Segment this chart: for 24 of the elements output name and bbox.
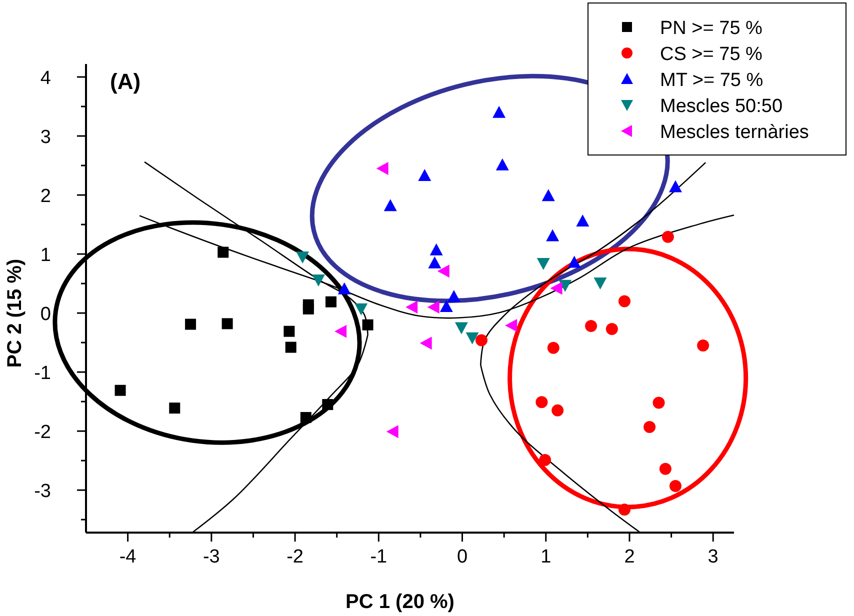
y-axis-title: PC 2 (15 %) xyxy=(4,258,26,368)
x-tick-label: -3 xyxy=(202,546,220,568)
y-tick-label: 0 xyxy=(40,304,51,326)
x-tick-label: -2 xyxy=(286,546,304,568)
y-tick-label: 2 xyxy=(40,186,51,208)
x-tick-label: -4 xyxy=(119,546,137,568)
y-tick-label: 4 xyxy=(40,68,52,89)
y-tick-label: 3 xyxy=(40,127,51,148)
y-tick-label: 1 xyxy=(40,245,51,266)
x-tick-label: 2 xyxy=(624,546,635,568)
y-tick-label: -2 xyxy=(34,422,51,444)
legend-label: Mescles ternàries xyxy=(660,122,809,143)
x-tick-label: 0 xyxy=(456,546,468,568)
x-axis-title: PC 1 (20 %) xyxy=(346,591,454,613)
x-tick-label: -1 xyxy=(370,546,388,568)
x-tick-label: 1 xyxy=(540,546,552,568)
legend-label: Mescles 50:50 xyxy=(660,96,783,117)
x-tick-label: 3 xyxy=(708,546,718,568)
chart-title: (A) xyxy=(110,69,141,94)
legend-label: MT >= 75 % xyxy=(660,70,764,91)
legend-label: CS >= 75 % xyxy=(660,44,763,65)
legend-label: PN >= 75 % xyxy=(660,18,763,39)
y-tick-label: -1 xyxy=(34,363,51,384)
y-tick-label: -3 xyxy=(34,481,51,502)
